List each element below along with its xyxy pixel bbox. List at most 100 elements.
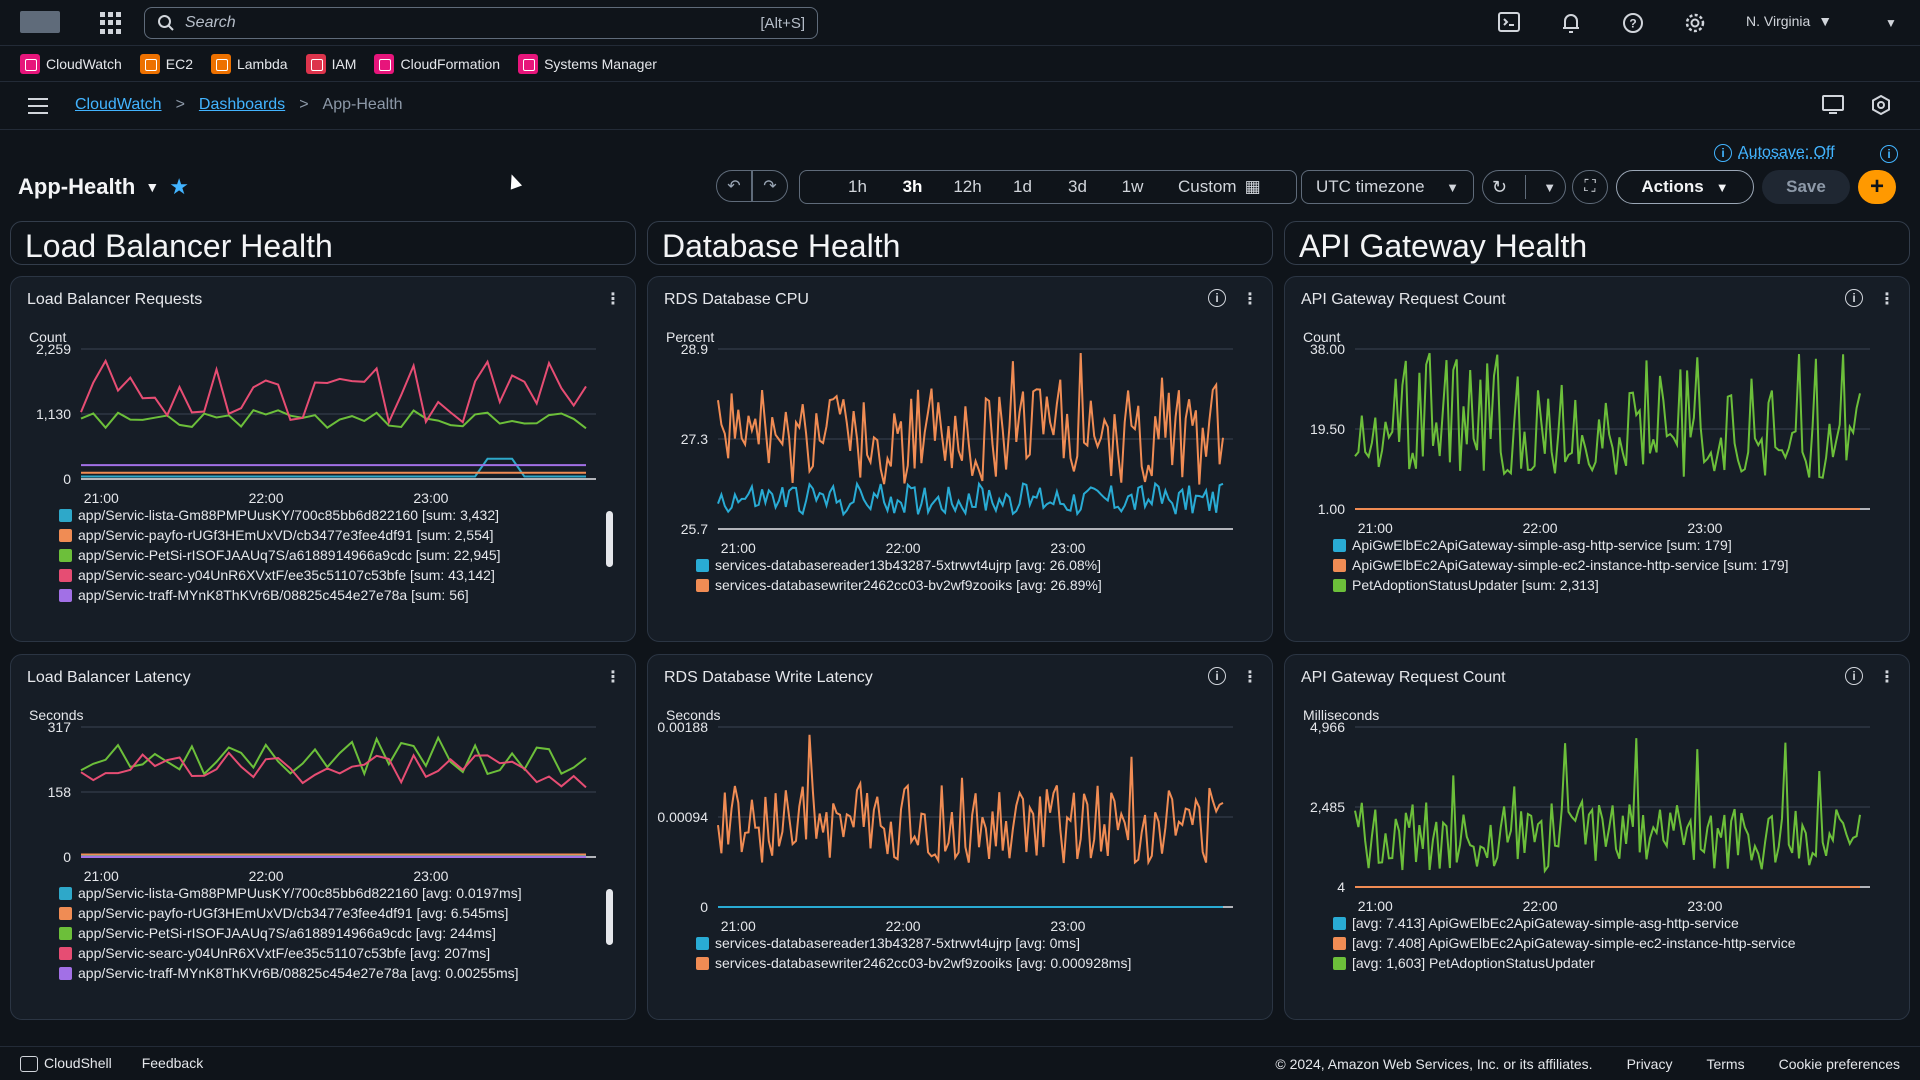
- more-options-kebab-icon[interactable]: ⋮: [605, 291, 621, 308]
- timezone-dropdown[interactable]: UTC timezone ▼: [1301, 170, 1474, 204]
- time-range-1h[interactable]: 1h: [848, 177, 867, 196]
- x-tick-label: 21:00: [721, 918, 756, 934]
- custom-range-button[interactable]: Custom ▦: [1178, 177, 1261, 197]
- legend-item[interactable]: services-databasereader13b43287-5xtrwvt4…: [696, 933, 1236, 953]
- favorite-cloudformation[interactable]: CloudFormation: [374, 53, 500, 74]
- widget-api-gateway-request-count[interactable]: API Gateway Request Count i ⋮ Count 38.00 19.…: [1284, 276, 1910, 642]
- legend-item[interactable]: PetAdoptionStatusUpdater [sum: 2,313]: [1333, 575, 1873, 595]
- legend-item[interactable]: app/Servic-traff-MYnK8ThKVr6B/08825c454e…: [59, 963, 599, 983]
- legend-item[interactable]: app/Servic-PetSi-rISOFJAAUq7S/a618891496…: [59, 923, 599, 943]
- cookie-preferences-link[interactable]: Cookie preferences: [1778, 1055, 1900, 1072]
- favorite-ec2[interactable]: EC2: [139, 53, 193, 74]
- favorite-label: Lambda: [236, 55, 288, 72]
- legend-label: services-databasewriter2462cc03-bv2wf9zo…: [715, 577, 1102, 593]
- region-selector[interactable]: N. Virginia ▼: [1746, 13, 1832, 29]
- widget-load-balancer-requests[interactable]: Load Balancer Requests ⋮ Count 2,259 1,130 0 2…: [10, 276, 636, 642]
- more-options-kebab-icon[interactable]: ⋮: [1879, 291, 1895, 308]
- dashboard-title[interactable]: App-Health ▼ ★: [18, 174, 189, 200]
- legend-item[interactable]: app/Servic-searc-y04UnR6XVxtF/ee35c51107…: [59, 565, 599, 585]
- time-range-1d[interactable]: 1d: [1013, 177, 1032, 196]
- legend-item[interactable]: [avg: 1,603] PetAdoptionStatusUpdater: [1333, 953, 1873, 973]
- info-icon[interactable]: i: [1845, 667, 1863, 685]
- menu-hamburger-icon[interactable]: [28, 98, 48, 114]
- info-icon[interactable]: i: [1208, 289, 1226, 307]
- legend-label: ApiGwElbEc2ApiGateway-simple-asg-http-se…: [1352, 537, 1732, 553]
- favorite-systems-manager[interactable]: Systems Manager: [518, 53, 657, 74]
- legend-item[interactable]: [avg: 7.413] ApiGwElbEc2ApiGateway-simpl…: [1333, 913, 1873, 933]
- time-range-3h[interactable]: 3h: [902, 177, 923, 196]
- info-icon[interactable]: i: [1880, 145, 1898, 163]
- preferences-hexagon-icon[interactable]: [1870, 94, 1892, 117]
- legend-swatch: [1333, 558, 1346, 572]
- legend-scrollbar[interactable]: [606, 511, 613, 567]
- legend-item[interactable]: services-databasereader13b43287-5xtrwvt4…: [696, 555, 1236, 575]
- help-icon[interactable]: ?: [1622, 12, 1644, 34]
- legend-item[interactable]: app/Servic-searc-y04UnR6XVxtF/ee35c51107…: [59, 943, 599, 963]
- more-options-kebab-icon[interactable]: ⋮: [1242, 291, 1258, 308]
- more-options-kebab-icon[interactable]: ⋮: [605, 669, 621, 686]
- more-options-kebab-icon[interactable]: ⋮: [1879, 669, 1895, 686]
- y-axis-label: Seconds: [666, 707, 721, 723]
- legend-scrollbar[interactable]: [606, 889, 613, 945]
- legend-item[interactable]: app/Servic-lista-Gm88PMPUusKY/700c85bb6d…: [59, 883, 599, 903]
- cloudshell-link[interactable]: CloudShell: [20, 1055, 112, 1073]
- actions-dropdown[interactable]: Actions ▼: [1616, 170, 1754, 204]
- apps-grid-icon[interactable]: [100, 12, 122, 34]
- caret-down-icon[interactable]: ▼: [145, 179, 160, 195]
- undo-button[interactable]: ↶: [716, 170, 752, 202]
- info-icon[interactable]: i: [1208, 667, 1226, 685]
- breadcrumb-dashboards[interactable]: Dashboards: [198, 96, 286, 113]
- x-tick-label: 22:00: [249, 490, 284, 506]
- breadcrumb-cloudwatch[interactable]: CloudWatch: [75, 96, 162, 113]
- time-range-3d[interactable]: 3d: [1068, 177, 1087, 196]
- legend-item[interactable]: ApiGwElbEc2ApiGateway-simple-asg-http-se…: [1333, 535, 1873, 555]
- time-range-12h[interactable]: 12h: [953, 177, 982, 196]
- info-icon[interactable]: i: [1845, 289, 1863, 307]
- breadcrumb: CloudWatch > Dashboards > App-Health: [75, 96, 403, 114]
- legend-item[interactable]: ApiGwElbEc2ApiGateway-simple-ec2-instanc…: [1333, 555, 1873, 575]
- autosave-toggle[interactable]: i Autosave: Off: [1714, 144, 1835, 162]
- favorites-bar: CloudWatch EC2 Lambda IAM CloudFormation Syst…: [0, 46, 1920, 82]
- refresh-icon[interactable]: ↻: [1491, 176, 1507, 197]
- legend-item[interactable]: app/Servic-payfo-rUGf3HEmUxVD/cb3477e3fe…: [59, 903, 599, 923]
- fullscreen-button[interactable]: ⛶: [1572, 170, 1608, 204]
- aws-logo[interactable]: [20, 11, 60, 33]
- display-monitor-icon[interactable]: [1822, 95, 1844, 117]
- terms-link[interactable]: Terms: [1706, 1055, 1745, 1072]
- legend-item[interactable]: app/Servic-payfo-rUGf3HEmUxVD/cb3477e3fe…: [59, 525, 599, 545]
- favorite-lambda[interactable]: Lambda: [210, 53, 288, 74]
- legend-item[interactable]: app/Servic-lista-Gm88PMPUusKY/700c85bb6d…: [59, 505, 599, 525]
- feedback-link[interactable]: Feedback: [141, 1055, 204, 1072]
- legend-item[interactable]: app/Servic-traff-MYnK8ThKVr6B/08825c454e…: [59, 585, 599, 605]
- favorite-label: IAM: [331, 55, 357, 72]
- favorite-cloudwatch[interactable]: CloudWatch: [20, 53, 122, 74]
- y-axis-label: Seconds: [29, 707, 84, 723]
- legend-item[interactable]: services-databasewriter2462cc03-bv2wf9zo…: [696, 953, 1236, 973]
- account-menu-chevron-down-icon[interactable]: ▼: [1885, 16, 1897, 30]
- legend-item[interactable]: services-databasewriter2462cc03-bv2wf9zo…: [696, 575, 1236, 595]
- timezone-label: UTC timezone: [1316, 177, 1425, 196]
- series-line: [81, 457, 586, 478]
- widget-rds-database-write-latency[interactable]: RDS Database Write Latency i ⋮ Seconds 0.001…: [647, 654, 1273, 1020]
- legend-item[interactable]: [avg: 7.408] ApiGwElbEc2ApiGateway-simpl…: [1333, 933, 1873, 953]
- favorite-star-icon[interactable]: ★: [169, 174, 189, 199]
- notifications-bell-icon[interactable]: [1560, 12, 1582, 34]
- legend-label: [avg: 1,603] PetAdoptionStatusUpdater: [1352, 955, 1595, 971]
- save-button[interactable]: Save: [1762, 170, 1850, 204]
- widget-load-balancer-latency[interactable]: Load Balancer Latency ⋮ Seconds 317 158 0 21:0…: [10, 654, 636, 1020]
- search-icon: [158, 15, 174, 31]
- search-input[interactable]: Search [Alt+S]: [144, 7, 818, 39]
- time-range-1w[interactable]: 1w: [1121, 177, 1144, 196]
- refresh-interval-caret-down-icon[interactable]: ▼: [1543, 179, 1557, 195]
- more-options-kebab-icon[interactable]: ⋮: [1242, 669, 1258, 686]
- legend-item[interactable]: app/Servic-PetSi-rISOFJAAUq7S/a618891496…: [59, 545, 599, 565]
- series-line: [717, 480, 1224, 517]
- widget-rds-database-cpu[interactable]: RDS Database CPU i ⋮ Percent 28.9 27.3 25.7 21:…: [647, 276, 1273, 642]
- widget-api-gateway-request-count[interactable]: API Gateway Request Count i ⋮ Milliseconds 4…: [1284, 654, 1910, 1020]
- add-widget-plus-icon[interactable]: +: [1858, 170, 1896, 204]
- favorite-iam[interactable]: IAM: [305, 53, 357, 74]
- cloudshell-icon[interactable]: [1498, 12, 1520, 34]
- privacy-link[interactable]: Privacy: [1626, 1055, 1673, 1072]
- redo-button[interactable]: ↷: [752, 170, 788, 202]
- settings-gear-icon[interactable]: [1684, 12, 1706, 34]
